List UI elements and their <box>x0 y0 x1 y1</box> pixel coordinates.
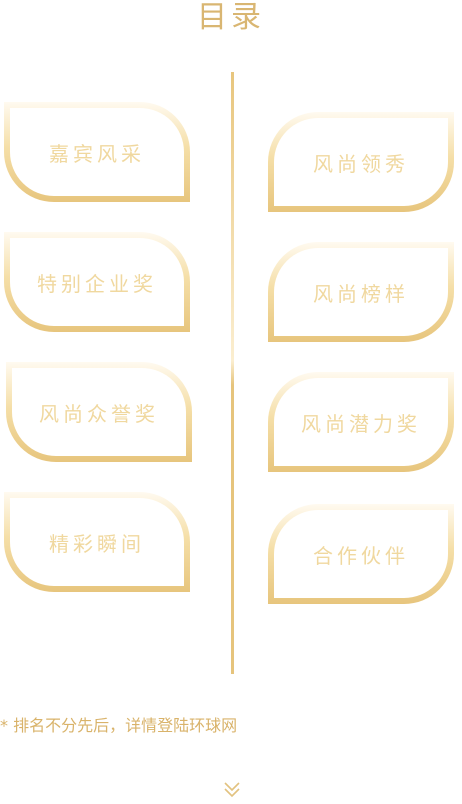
card-style-role-models[interactable]: 风尚榜样 <box>268 242 454 342</box>
card-label: 风尚潜力奖 <box>301 411 421 436</box>
card-label: 合作伙伴 <box>313 543 409 568</box>
card-style-leaders[interactable]: 风尚领秀 <box>268 112 454 212</box>
card-inner <box>10 108 184 196</box>
card-label: 风尚榜样 <box>313 281 409 306</box>
card-inner <box>274 118 448 206</box>
card-inner <box>10 238 184 326</box>
card-partners[interactable]: 合作伙伴 <box>268 504 454 604</box>
card-label: 风尚众誉奖 <box>39 401 159 426</box>
chevron-svg <box>224 782 240 798</box>
card-label: 嘉宾风采 <box>49 141 145 166</box>
chevron-down-double-icon[interactable] <box>222 780 242 800</box>
card-inner <box>274 378 448 466</box>
card-inner <box>12 368 186 456</box>
card-label: 特别企业奖 <box>37 271 157 296</box>
page-title: 目录 <box>197 0 265 35</box>
card-label: 精彩瞬间 <box>49 531 145 556</box>
card-inner <box>274 248 448 336</box>
card-highlights[interactable]: 精彩瞬间 <box>4 492 190 592</box>
card-guest-style[interactable]: 嘉宾风采 <box>4 102 190 202</box>
card-style-potential-award[interactable]: 风尚潜力奖 <box>268 372 454 472</box>
card-public-acclaim-award[interactable]: 风尚众誉奖 <box>6 362 192 462</box>
vertical-divider <box>231 72 234 674</box>
card-inner <box>274 510 448 598</box>
card-label: 风尚领秀 <box>313 151 409 176</box>
card-special-enterprise-award[interactable]: 特别企业奖 <box>4 232 190 332</box>
card-inner <box>10 498 184 586</box>
footnote: * 排名不分先后，详情登陆环球网 <box>0 716 238 735</box>
